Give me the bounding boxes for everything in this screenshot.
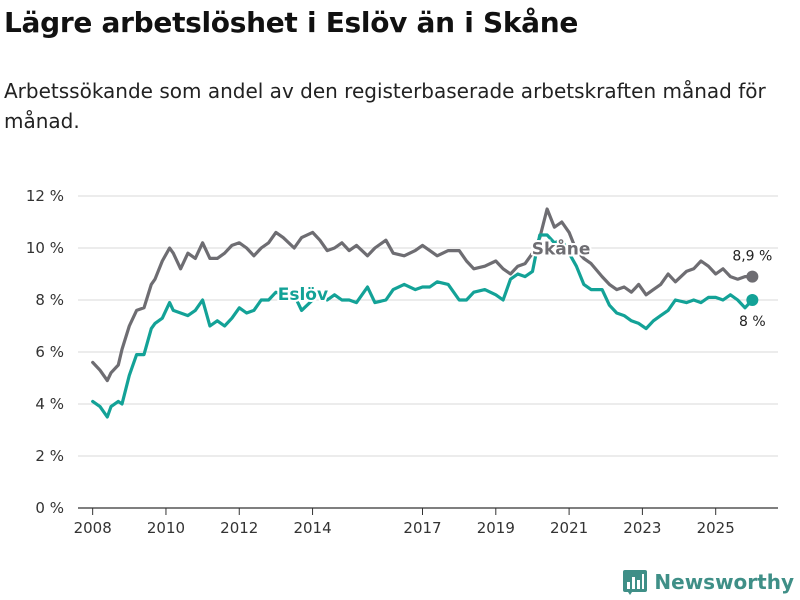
chart-subtitle: Arbetssökande som andel av den registerb… (4, 79, 766, 133)
y-tick-label: 8 % (35, 291, 64, 309)
x-tick-label: 2023 (623, 519, 661, 537)
x-tick-label: 2010 (147, 519, 185, 537)
bar-chart-logo-icon (623, 570, 648, 595)
brand-logo: Newsworthy (622, 569, 794, 595)
x-tick-label: 2021 (550, 519, 588, 537)
x-tick-label: 2017 (403, 519, 441, 537)
end-point-eslov (746, 294, 759, 306)
y-tick-label: 12 % (26, 187, 64, 205)
end-point-skane (746, 270, 759, 283)
series-label-eslov: Eslöv (278, 285, 328, 305)
x-tick-label: 2014 (293, 519, 331, 537)
chart-title: Lägre arbetslöshet i Eslöv än i Skåne (4, 6, 579, 39)
series-label-skane: Skåne (532, 238, 591, 260)
y-tick-label: 0 % (35, 499, 64, 517)
end-value-label-eslov: 8 % (739, 314, 766, 330)
y-tick-label: 10 % (26, 239, 64, 257)
y-tick-label: 2 % (35, 447, 64, 465)
x-tick-label: 2025 (697, 519, 735, 537)
x-tick-label: 2019 (477, 519, 515, 537)
y-tick-label: 6 % (35, 343, 64, 361)
brand-name: Newsworthy (654, 570, 794, 594)
series-line-skane (91, 207, 754, 383)
y-tick-label: 4 % (35, 395, 64, 413)
end-value-label-skane: 8,9 % (732, 249, 772, 265)
x-tick-label: 2012 (220, 519, 258, 537)
series-line-eslov (91, 233, 754, 419)
x-tick-label: 2008 (74, 519, 112, 537)
